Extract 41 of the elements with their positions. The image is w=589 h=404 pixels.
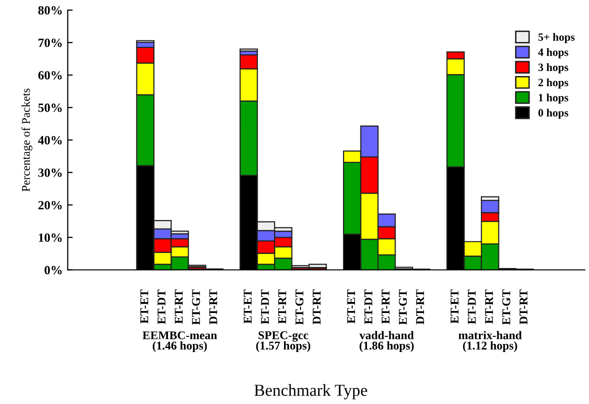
x-tick-label: ET-RT [278,289,286,324]
text: SPEC-gcc (1.57 hops) [256,331,310,352]
y-tick-label: 80% [38,6,62,15]
y-axis-title: Percentage of Packets [21,88,32,192]
x-tick-label: ET-ET [450,289,458,324]
x-tick-label: DT-RT [520,289,528,324]
x-tick-label: ET-GT [192,289,200,325]
x-tick-label: ET-ET [244,289,252,324]
y-tick-label: 20% [38,200,62,210]
x-tick-label: ET-GT [398,289,407,325]
x-axis-title: Benchmark Type [254,384,368,400]
y-tick-label: 50% [38,104,62,112]
y-tick-label: 60% [38,71,62,80]
x-tick-label: ET-RT [485,289,493,324]
x-tick-label: DT-RT [416,289,424,324]
legend-label: 4 hops [538,48,568,58]
y-tick-label: 70% [38,38,62,48]
x-tick-label: ET-ET [140,289,148,324]
y-tick-label: 30% [38,168,62,177]
text: matrix-hand (1.12 hops) [458,330,522,352]
legend-label: 0 hops [538,108,568,119]
x-tick-label: ET-DT [468,289,476,324]
x-tick-label: DT-RT [312,289,321,324]
x-tick-label: ET-GT [502,289,510,325]
legend-label: 2 hops [538,78,568,89]
legend-label: 1 hops [538,94,568,104]
x-tick-label: ET-GT [295,289,304,325]
x-tick-label: DT-RT [209,289,218,324]
x-tick-label: ET-DT [261,289,269,324]
x-tick-label: ET-ET [347,289,355,324]
x-tick-label: ET-DT [158,289,166,324]
x-tick-label: ET-DT [364,289,372,324]
y-tick-label: 40% [38,136,62,144]
x-tick-label: ET-RT [174,289,183,324]
text: EEMBC-mean (1.46 hops) [142,331,217,352]
y-tick-label: 10% [38,233,62,242]
text: vadd-hand (1.86 hops) [359,330,414,352]
legend-label: 5+ hops [538,33,575,44]
legend-label: 3 hops [538,63,568,74]
y-tick-label: 0% [44,266,62,274]
x-tick-label: ET-RT [382,289,390,324]
